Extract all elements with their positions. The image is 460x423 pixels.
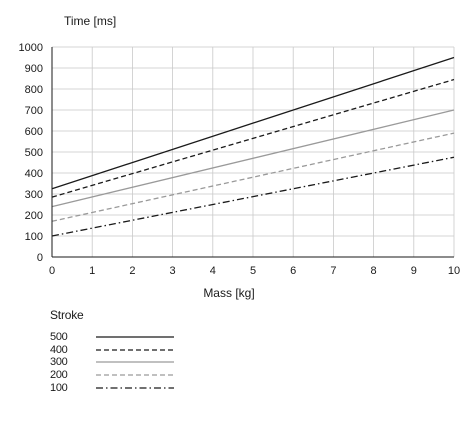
x-tick-label: 8 — [371, 265, 377, 277]
y-tick-label: 600 — [25, 126, 43, 138]
series-line-300 — [51, 109, 455, 208]
legend: Stroke 500 400 300 200 100 — [50, 308, 250, 394]
series-line-200 — [51, 132, 455, 222]
y-tick-label: 1000 — [19, 42, 43, 54]
series-line-400 — [51, 78, 455, 198]
y-tick-label: 500 — [25, 147, 43, 159]
series-line-100 — [51, 156, 455, 237]
legend-title: Stroke — [50, 308, 84, 322]
legend-item-label: 200 — [50, 369, 68, 382]
legend-item-100: 100 — [50, 381, 250, 394]
legend-item-label: 500 — [50, 331, 68, 344]
legend-item-500: 500 — [50, 331, 250, 344]
x-tick-label: 3 — [170, 265, 176, 277]
legend-item-label: 300 — [50, 356, 68, 369]
x-axis-label: Mass [kg] — [203, 286, 254, 300]
legend-swatch-500 — [96, 336, 174, 338]
legend-item-label: 400 — [50, 343, 68, 356]
y-tick-label: 200 — [25, 210, 43, 222]
x-tick-label: 1 — [89, 265, 95, 277]
x-tick-label: 2 — [129, 265, 135, 277]
y-tick-label: 400 — [25, 168, 43, 180]
y-tick-label: 900 — [25, 63, 43, 75]
legend-item-400: 400 — [50, 344, 250, 357]
legend-swatch-200 — [96, 374, 174, 376]
line-chart: Time [ms] 010020030040050060070080090010… — [19, 14, 460, 300]
legend-item-label: 100 — [50, 381, 68, 394]
x-tick-label: 6 — [290, 265, 296, 277]
legend-rows: 500 400 300 200 100 — [50, 331, 250, 394]
y-tick-label: 0 — [37, 252, 43, 264]
x-tick-label: 0 — [49, 265, 55, 277]
y-tick-label: 800 — [25, 84, 43, 96]
x-tick-label: 10 — [448, 265, 460, 277]
legend-swatch-100 — [96, 387, 174, 389]
x-tick-label: 9 — [411, 265, 417, 277]
y-tick-label: 700 — [25, 105, 43, 117]
y-axis-label: Time [ms] — [64, 14, 116, 28]
x-tick-label: 4 — [210, 265, 216, 277]
legend-swatch-400 — [96, 349, 174, 351]
legend-item-300: 300 — [50, 356, 250, 369]
legend-item-200: 200 — [50, 369, 250, 382]
x-tick-labels: 0 1 2 3 4 5 6 7 8 9 10 — [49, 265, 460, 277]
y-tick-label: 300 — [25, 189, 43, 201]
series-lines — [51, 56, 455, 237]
legend-swatch-300 — [96, 361, 174, 364]
x-tick-label: 7 — [330, 265, 336, 277]
series-line-500 — [51, 56, 455, 190]
axes — [51, 47, 454, 258]
y-tick-label: 100 — [25, 231, 43, 243]
x-tick-label: 5 — [250, 265, 256, 277]
grid — [51, 46, 455, 258]
y-tick-labels: 0 100 200 300 400 500 600 700 800 900 1000 — [19, 42, 43, 264]
